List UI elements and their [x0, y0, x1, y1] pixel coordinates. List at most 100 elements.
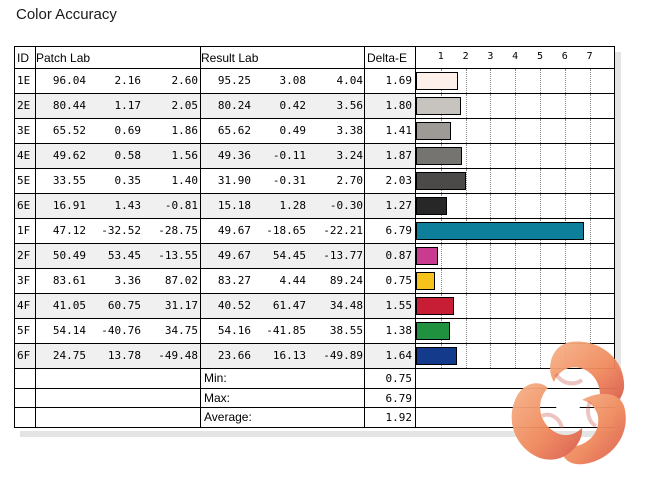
summary-blank	[35, 408, 200, 427]
result-l: 40.52	[217, 299, 251, 312]
result-a: 0.42	[279, 99, 307, 112]
patch-id: 6E	[14, 194, 35, 218]
delta-e-bar-cell	[415, 294, 615, 318]
result-a: 3.08	[279, 74, 307, 87]
axis-tick: 6	[561, 51, 568, 62]
patch-b: -28.75	[158, 224, 198, 237]
result-l: 54.16	[217, 324, 251, 337]
summary-value: 0.75	[364, 369, 415, 388]
patch-id: 3E	[14, 119, 35, 143]
result-b: -13.77	[323, 249, 363, 262]
patch-lab-cell: 96.04 2.16 2.60	[35, 69, 200, 93]
grid-line	[589, 119, 592, 143]
table-row: 5F 54.14 -40.76 34.75 54.16 -41.85 38.55 1.38	[14, 319, 615, 344]
grid-line	[490, 294, 492, 318]
table-row: 6F 24.75 13.78 -49.48 23.66 16.13 -49.89 1.64	[14, 344, 615, 369]
patch-l: 33.55	[52, 174, 86, 187]
delta-e-value: 1.80	[364, 94, 415, 118]
patch-lab-cell: 33.55 0.35 1.40	[35, 169, 200, 193]
patch-l: 16.91	[52, 199, 86, 212]
result-l: 49.67	[217, 224, 251, 237]
result-lab-cell: 31.90 -0.31 2.70	[200, 169, 364, 193]
patch-a: 0.35	[114, 174, 142, 187]
patch-id: 4E	[14, 144, 35, 168]
grid-line	[564, 119, 567, 143]
grid-line	[515, 244, 517, 268]
patch-a: 53.45	[107, 249, 141, 262]
patch-l: 50.49	[52, 249, 86, 262]
grid-line	[515, 294, 517, 318]
summary-value: 6.79	[364, 388, 415, 407]
delta-e-value: 1.87	[364, 144, 415, 168]
grid-line	[490, 194, 492, 218]
grid-line	[490, 169, 492, 193]
summary-blank	[14, 388, 35, 407]
grid-line	[515, 69, 517, 93]
grid-line	[465, 269, 468, 293]
table-row: 1E 96.04 2.16 2.60 95.25 3.08 4.04 1.69	[14, 69, 615, 94]
grid-line	[540, 169, 542, 193]
delta-e-value: 2.03	[364, 169, 415, 193]
result-l: 23.66	[217, 349, 251, 362]
result-a: 16.13	[272, 349, 306, 362]
grid-line	[589, 169, 592, 193]
result-a: 0.49	[279, 124, 307, 137]
grid-line	[589, 244, 592, 268]
delta-e-bar-cell	[415, 269, 615, 293]
grid-line	[465, 244, 468, 268]
summary-blank	[415, 408, 615, 427]
grid-line	[589, 319, 592, 343]
patch-l: 24.75	[52, 349, 86, 362]
table-header: ID Patch Lab Result Lab Delta-E 1 2 3 4 5 6 7	[14, 46, 615, 69]
grid-line	[540, 244, 542, 268]
summary-label-cell: Min:	[200, 369, 364, 388]
panel-shadow-right	[615, 52, 621, 437]
delta-e-value: 1.27	[364, 194, 415, 218]
summary-value: 1.92	[364, 408, 415, 427]
delta-e-bar	[416, 297, 455, 315]
summary-blank	[415, 388, 615, 407]
grid-line	[540, 194, 542, 218]
patch-a: 60.75	[107, 299, 141, 312]
axis-tick: 1	[437, 51, 444, 62]
grid-line	[564, 244, 567, 268]
patch-lab-cell: 83.61 3.36 87.02	[35, 269, 200, 293]
result-b: -0.30	[329, 199, 363, 212]
grid-line	[540, 94, 542, 118]
result-b: -22.21	[323, 224, 363, 237]
grid-line	[589, 219, 592, 243]
patch-b: 2.60	[171, 74, 199, 87]
grid-line	[490, 269, 492, 293]
site-logo	[511, 341, 626, 465]
axis-tick: 5	[536, 51, 544, 62]
grid-line	[515, 319, 517, 343]
summary-blank	[35, 369, 200, 388]
grid-line	[540, 119, 542, 143]
delta-e-bar	[416, 322, 451, 340]
result-lab-cell: 65.62 0.49 3.38	[200, 119, 364, 143]
grid-line	[440, 269, 443, 293]
patch-lab-cell: 16.91 1.43 -0.81	[35, 194, 200, 218]
delta-e-bar	[416, 97, 461, 115]
axis-tick: 2	[462, 51, 469, 62]
table-row: 3E 65.52 0.69 1.86 65.62 0.49 3.38 1.41	[14, 119, 615, 144]
patch-l: 47.12	[52, 224, 86, 237]
patch-l: 54.14	[52, 324, 86, 337]
patch-l: 83.61	[52, 274, 86, 287]
panel-shadow-bottom	[20, 431, 621, 437]
delta-e-bar	[416, 347, 457, 365]
delta-e-bar-cell	[415, 344, 615, 368]
summary-label: Average:	[204, 410, 252, 424]
result-b: 4.04	[336, 74, 364, 87]
patch-b: -0.81	[164, 199, 198, 212]
grid-line	[589, 294, 592, 318]
delta-e-bar-cell	[415, 144, 615, 168]
grid-line	[515, 94, 517, 118]
chart-title: Color Accuracy	[16, 6, 117, 23]
delta-e-bar-cell	[415, 219, 615, 243]
delta-e-bar	[416, 272, 435, 290]
patch-lab-cell: 24.75 13.78 -49.48	[35, 344, 200, 368]
patch-lab-cell: 41.05 60.75 31.17	[35, 294, 200, 318]
patch-b: 1.56	[171, 149, 199, 162]
grid-line	[490, 344, 492, 368]
